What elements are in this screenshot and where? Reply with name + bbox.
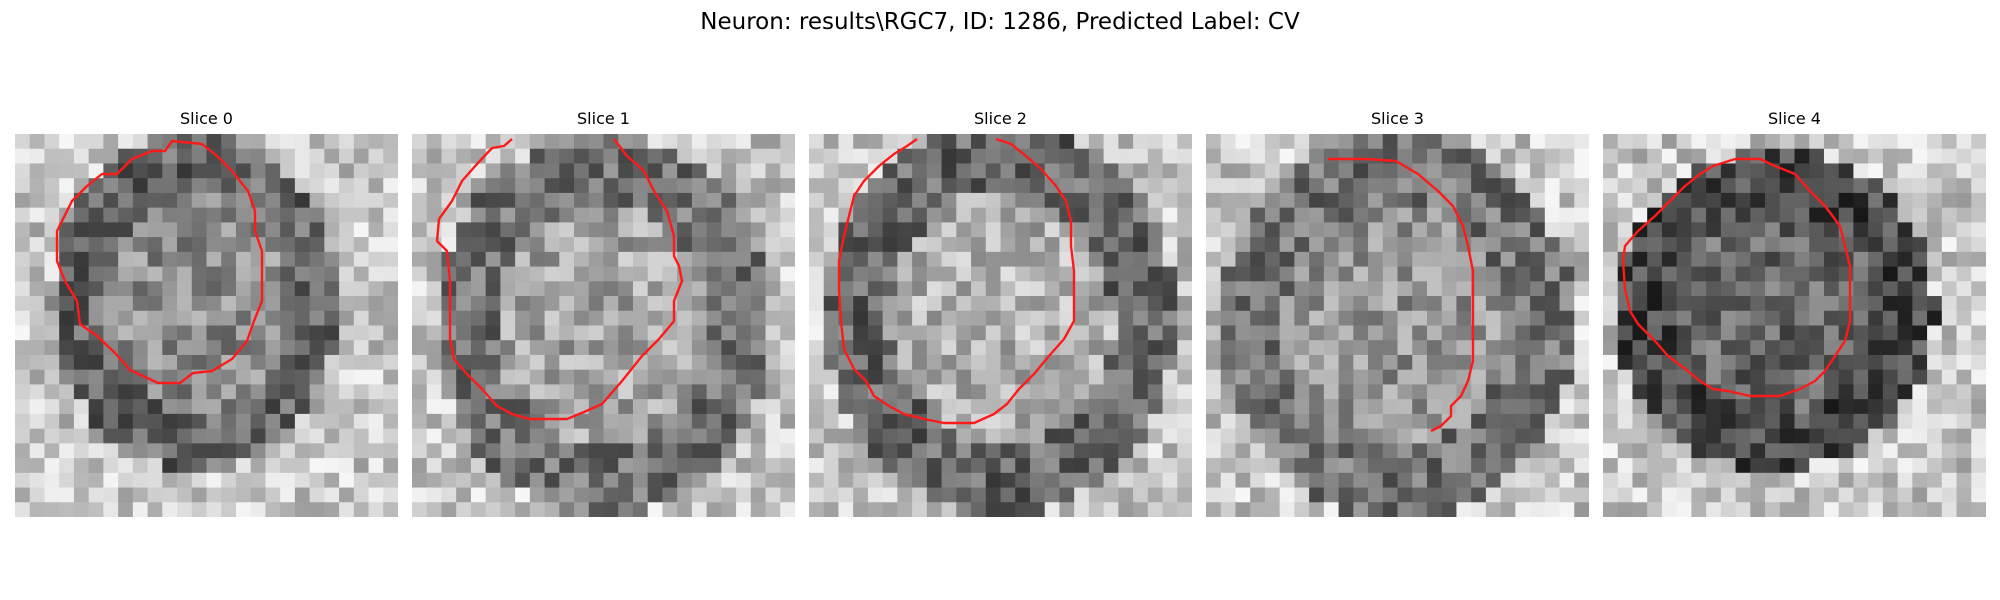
segmentation-contour [1621,157,1852,398]
slice-title: Slice 3 [1371,109,1424,128]
grayscale-pixels [809,134,1192,517]
grayscale-pixels [1206,134,1589,517]
segmentation-contour [837,137,1076,425]
slice-title: Slice 4 [1768,109,1821,128]
grayscale-pixels [1603,134,1986,517]
grayscale-pixels [15,134,398,517]
slice-title: Slice 0 [180,109,233,128]
slice-title: Slice 1 [577,109,630,128]
segmentation-contour [55,139,264,385]
slice-image-4 [1603,134,1986,517]
grayscale-pixels [412,134,795,517]
slice-image-3 [1206,134,1589,517]
slice-image-1 [412,134,795,517]
segmentation-contour [435,138,684,421]
slice-image-2 [809,134,1192,517]
figure-title: Neuron: results\RGC7, ID: 1286, Predicte… [700,9,1300,35]
slice-image-0 [15,134,398,517]
segmentation-contour [1328,157,1475,433]
slice-title: Slice 2 [974,109,1027,128]
